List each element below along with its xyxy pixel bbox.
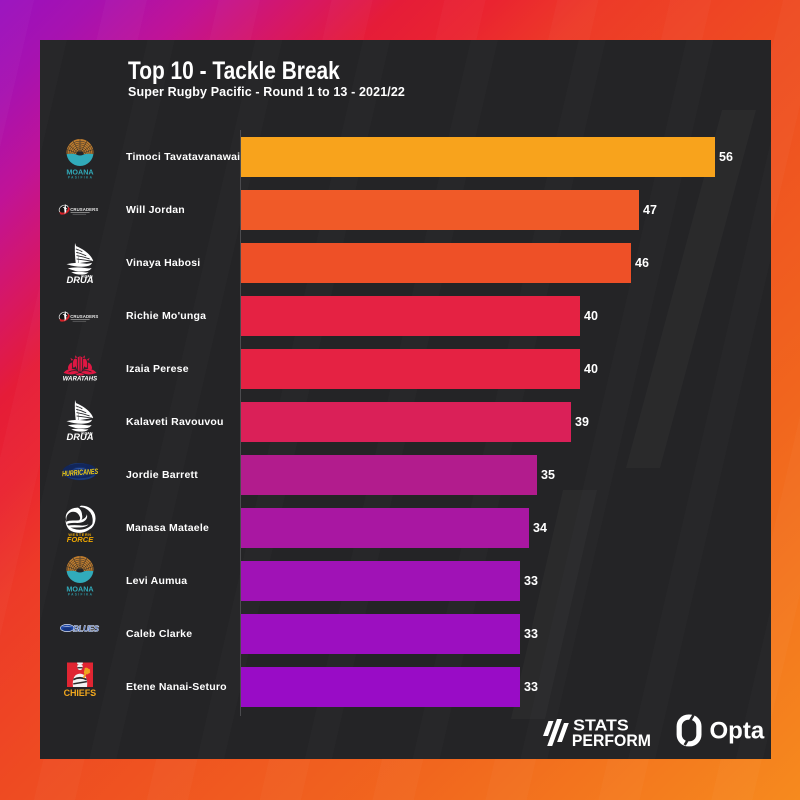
svg-text:CHIEFS: CHIEFS — [64, 688, 96, 698]
svg-text:PERFORM: PERFORM — [572, 731, 651, 750]
svg-text:HURRICANES: HURRICANES — [62, 467, 99, 478]
svg-text:FIJIAN: FIJIAN — [81, 275, 93, 279]
svg-text:WARATAHS: WARATAHS — [63, 376, 98, 381]
svg-text:STATS: STATS — [573, 718, 629, 735]
svg-text:MOANA: MOANA — [66, 585, 93, 594]
svg-text:FORCE: FORCE — [67, 535, 95, 543]
svg-text:PASIFIKA: PASIFIKA — [68, 593, 93, 596]
svg-text:PASIFIKA: PASIFIKA — [68, 176, 93, 179]
svg-text:BLUES: BLUES — [73, 625, 100, 634]
svg-text:CRUSADERS: CRUSADERS — [70, 314, 98, 319]
svg-text:DRUA: DRUA — [66, 274, 93, 283]
svg-text:MOANA: MOANA — [66, 168, 93, 177]
svg-text:FIJIAN: FIJIAN — [81, 432, 93, 436]
svg-text:Opta: Opta — [710, 717, 765, 744]
svg-text:DRUA: DRUA — [66, 431, 93, 440]
svg-text:CRUSADERS: CRUSADERS — [70, 207, 98, 212]
svg-text:WESTERN: WESTERN — [68, 533, 91, 537]
